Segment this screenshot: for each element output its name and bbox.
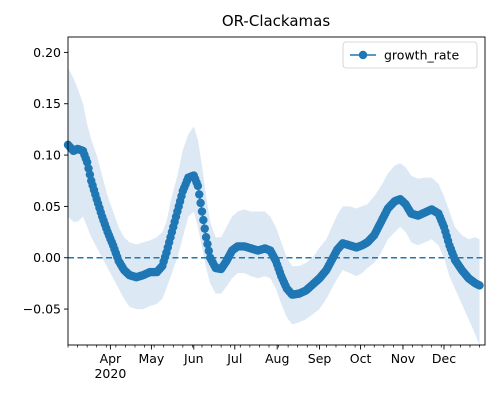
x-tick-year-label: 2020 <box>94 366 126 381</box>
data-point <box>203 239 212 249</box>
confidence-band <box>68 67 480 346</box>
data-point <box>197 207 207 216</box>
x-tick-label: Jul <box>226 351 242 366</box>
legend-box <box>342 41 478 69</box>
data-point <box>199 215 208 225</box>
y-tick-label: 0.10 <box>33 148 61 163</box>
data-point <box>204 246 214 256</box>
y-tick-label: −0.05 <box>23 302 61 317</box>
y-tick-label: 0.15 <box>33 96 61 111</box>
data-point <box>200 224 209 233</box>
plot-frame <box>67 36 486 346</box>
x-tick-label: Apr <box>100 351 122 366</box>
data-point <box>201 233 211 242</box>
chart-title: OR-Clackamas <box>222 12 331 30</box>
legend-label: growth_rate <box>384 48 459 63</box>
x-tick-label: Nov <box>391 351 416 366</box>
data-point <box>193 181 203 191</box>
legend-marker-swatch <box>358 50 368 60</box>
data-point <box>195 190 204 199</box>
x-tick-label: Sep <box>308 351 332 366</box>
data-point <box>196 198 205 208</box>
x-tick-label: May <box>138 351 164 366</box>
data-point <box>475 281 484 290</box>
x-tick-label: Aug <box>265 351 289 366</box>
x-tick-label: Dec <box>432 351 456 366</box>
y-tick-label: 0.00 <box>33 250 61 265</box>
y-tick-label: 0.05 <box>33 199 61 214</box>
x-tick-label: Jun <box>183 351 204 366</box>
y-tick-label: 0.20 <box>33 45 61 60</box>
x-tick-label: Oct <box>350 351 372 366</box>
